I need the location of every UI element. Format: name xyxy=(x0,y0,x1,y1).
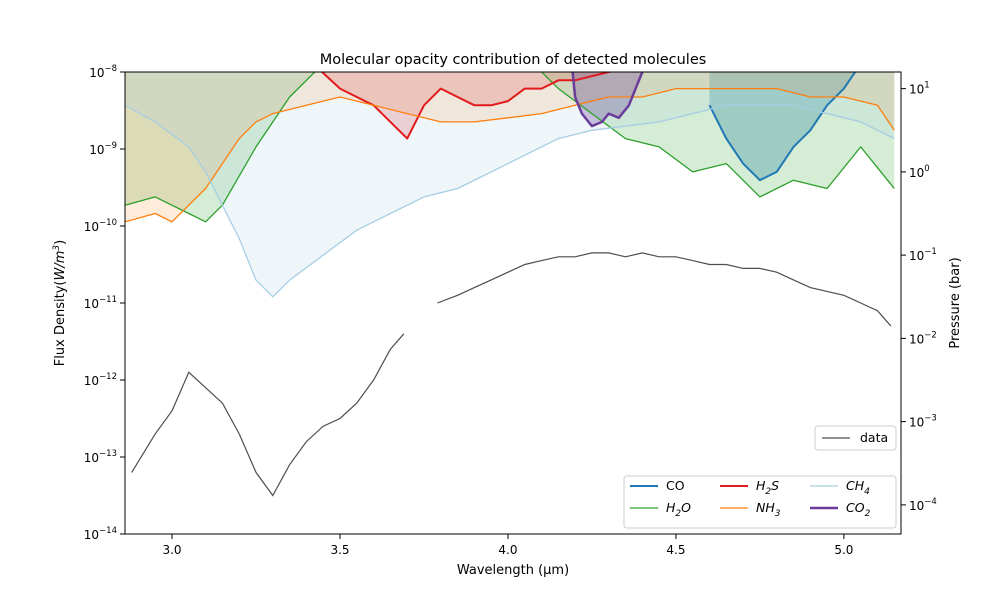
molecule-fill-group xyxy=(125,72,895,297)
legend-molecules-frame xyxy=(623,475,897,529)
data-series-group xyxy=(131,252,892,497)
y-left-tick-label: 10−14 xyxy=(84,526,117,542)
y-left-tick-label-base: 10 xyxy=(84,451,99,465)
legend-data-frame xyxy=(814,425,897,451)
data-series-segment-1 xyxy=(131,333,405,497)
legend-label-ch4: CH4 xyxy=(846,478,870,497)
molecule-fill-h2o xyxy=(125,72,895,222)
y-right-tick-label-base: 10 xyxy=(909,83,924,97)
chart-title: Molecular opacity contribution of detect… xyxy=(320,52,707,68)
legend-label-sub: 2 xyxy=(865,509,871,519)
legend-label-sub: 2 xyxy=(675,509,681,519)
legend-label-sub: 2 xyxy=(765,487,771,497)
legend-label-main: H xyxy=(666,500,676,515)
y-left-tick-label-exp: −8 xyxy=(104,64,117,74)
legend-label-main: CO xyxy=(666,478,685,493)
y-left-label-exp: 3 xyxy=(52,245,62,251)
legend-label-co: CO xyxy=(666,478,685,493)
y-right-tick-label: 101 xyxy=(909,81,930,97)
y-right-tick-label-base: 10 xyxy=(909,416,924,430)
y-left-tick-label-base: 10 xyxy=(84,374,99,388)
y-left-tick-label: 10−9 xyxy=(89,141,117,157)
molecule-line-h2s xyxy=(320,72,613,140)
y-right-tick-label-exp: −3 xyxy=(924,414,937,424)
molecule-line-co2 xyxy=(571,72,644,128)
y-left-tick-label-exp: −14 xyxy=(99,526,117,536)
legend-label-rest: O xyxy=(681,500,691,515)
x-tick-label: 4.0 xyxy=(498,543,517,557)
legend-label-rest: S xyxy=(771,478,779,493)
molecule-fill-nh3 xyxy=(125,72,895,222)
y-right-tick-label-base: 10 xyxy=(909,332,924,346)
y-left-label-unit: W/m xyxy=(53,251,68,281)
data-series-segment-2 xyxy=(437,252,892,327)
molecule-line-nh3 xyxy=(125,87,895,223)
y-left-tick-label: 10−13 xyxy=(84,449,117,465)
y-right-tick-label-base: 10 xyxy=(909,166,924,180)
x-tick-label: 5.0 xyxy=(834,543,853,557)
legend-label-sub: 4 xyxy=(864,487,870,497)
y-left-tick-label-base: 10 xyxy=(89,143,104,157)
y-axis-right-label: Pressure (bar) xyxy=(948,257,963,348)
x-tick-label: 4.5 xyxy=(666,543,685,557)
y-left-tick-label-exp: −9 xyxy=(104,141,117,151)
x-axis: 3.0 3.5 4.0 4.5 5.0 xyxy=(162,534,853,557)
y-left-tick-label: 10−11 xyxy=(84,295,117,311)
y-right-tick-label-exp: −2 xyxy=(924,330,937,340)
y-right-tick-label-base: 10 xyxy=(909,249,924,263)
y-left-tick-label-exp: −10 xyxy=(99,218,117,228)
y-left-tick-label-base: 10 xyxy=(84,297,99,311)
legend-label-h2s: H2S xyxy=(756,478,779,497)
y-left-tick-label-base: 10 xyxy=(84,220,99,234)
molecule-line-co xyxy=(708,72,857,182)
y-right-tick-label-exp: 0 xyxy=(924,164,929,174)
legend-label-main: NH xyxy=(756,500,775,515)
x-axis-label: Wavelength (µm) xyxy=(457,563,569,578)
y-right-tick-label: 10−3 xyxy=(909,414,937,430)
y-right-tick-label: 100 xyxy=(909,164,930,180)
legend-data-label: data xyxy=(860,430,888,445)
y-left-tick-label-base: 10 xyxy=(89,66,104,80)
y-right-tick-label: 10−4 xyxy=(909,497,937,513)
molecule-fill-h2s xyxy=(313,72,710,139)
y-left-tick-label-exp: −12 xyxy=(99,372,117,382)
legend-label-nh3: NH3 xyxy=(756,500,781,519)
y-left-tick-label: 10−10 xyxy=(84,218,117,234)
legend-label-main: CH xyxy=(846,478,865,493)
legend-label-sub: 3 xyxy=(775,509,781,519)
y-right-tick-label-base: 10 xyxy=(909,499,924,513)
molecule-line-ch4 xyxy=(125,104,895,298)
y-left-label-base: Flux Density( xyxy=(53,281,68,367)
y-left-label-end: ) xyxy=(53,240,68,245)
y-left-tick-label: 10−12 xyxy=(84,372,117,388)
y-left-tick-label-exp: −13 xyxy=(99,449,117,459)
y-right-tick-label-exp: −4 xyxy=(924,497,937,507)
y-left-tick-label-base: 10 xyxy=(84,528,99,542)
y-left-tick-label-exp: −11 xyxy=(99,295,117,305)
legend-label-main: CO xyxy=(846,500,865,515)
x-tick-label: 3.5 xyxy=(330,543,349,557)
plot-area xyxy=(125,72,895,497)
y-right-tick-label: 10−2 xyxy=(909,330,937,346)
legend-label-main: H xyxy=(756,478,766,493)
y-right-tick-label: 10−1 xyxy=(909,247,937,263)
y-right-tick-label-exp: −1 xyxy=(924,247,937,257)
legend-label-co2: CO2 xyxy=(846,500,871,519)
y-axis-left-label: Flux Density(W/m3) xyxy=(52,240,68,366)
legend-label-h2o: H2O xyxy=(666,500,691,519)
y-left-tick-label: 10−8 xyxy=(89,64,117,80)
molecule-fill-co xyxy=(709,72,885,181)
x-tick-label: 3.0 xyxy=(162,543,181,557)
y-right-tick-label-exp: 1 xyxy=(924,81,929,91)
molecule-line-group xyxy=(125,72,895,298)
molecule-fill-ch4 xyxy=(125,72,895,297)
legend-data: data xyxy=(814,425,897,451)
